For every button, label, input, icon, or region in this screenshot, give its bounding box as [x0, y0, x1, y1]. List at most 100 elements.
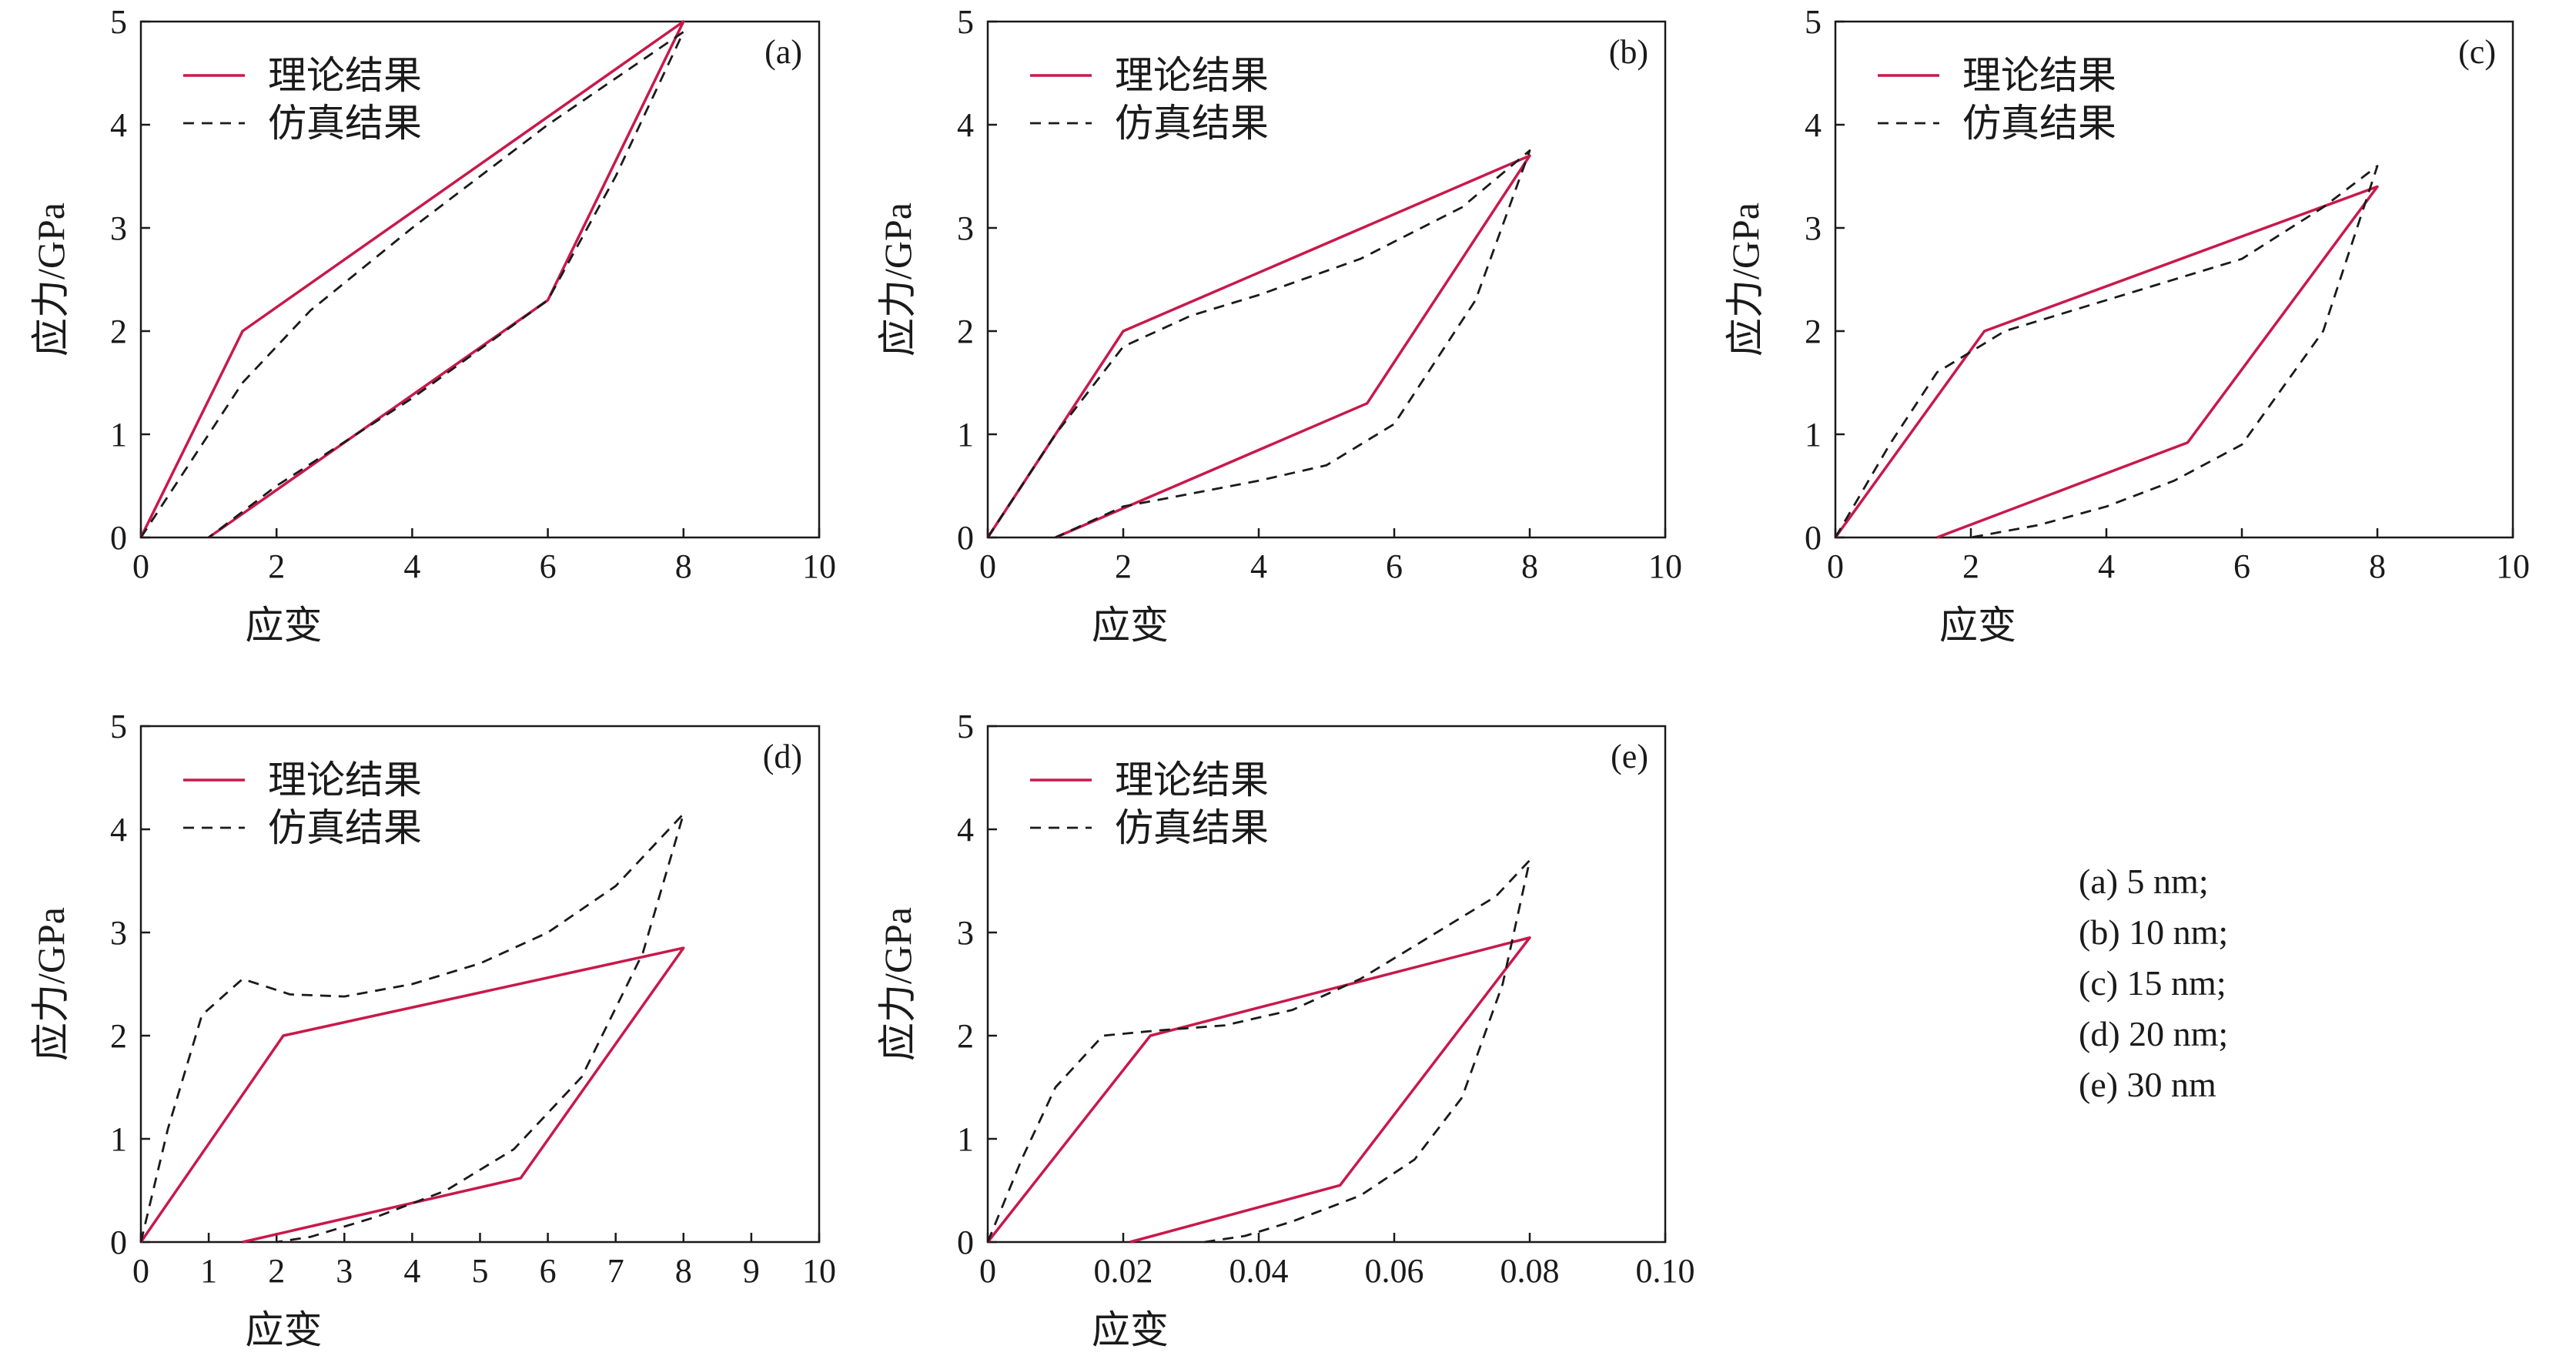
- x-tick-label: 0: [979, 547, 996, 585]
- x-tick-label: 2: [1962, 547, 1979, 585]
- plot-frame: [986, 725, 1667, 1244]
- x-tick-label: 6: [2233, 547, 2250, 585]
- y-tick-label: 4: [957, 106, 974, 144]
- y-tick-label: 0: [110, 519, 127, 557]
- x-tick-label: 6: [540, 547, 557, 585]
- x-tick-label: 2: [268, 1252, 285, 1290]
- x-tick-label: 0: [979, 1252, 996, 1290]
- y-tick-label: 3: [957, 914, 974, 952]
- y-tick-label: 2: [110, 1017, 127, 1055]
- x-axis-title: 应变: [1092, 604, 1169, 647]
- x-tick-label: 0.06: [1365, 1252, 1424, 1290]
- panel-tag: (e): [1611, 738, 1648, 775]
- panel-tag: (d): [763, 738, 802, 775]
- y-axis-title: 应力/GPa: [29, 907, 72, 1061]
- x-tick-label: 4: [403, 1252, 420, 1290]
- y-tick-label: 0: [1805, 519, 1822, 557]
- y-tick-label: 1: [957, 416, 974, 454]
- y-axis-title: 应力/GPa: [876, 907, 919, 1061]
- y-tick-label: 4: [110, 106, 127, 144]
- x-tick-label: 10: [802, 1252, 836, 1290]
- x-axis-title: 应变: [1939, 604, 2016, 647]
- y-axis-title: 应力/GPa: [876, 203, 919, 357]
- y-tick-label: 2: [957, 313, 974, 350]
- x-tick-label: 0.10: [1636, 1252, 1695, 1290]
- y-tick-label: 4: [110, 811, 127, 849]
- y-tick-label: 5: [957, 3, 974, 41]
- y-tick-label: 5: [957, 708, 974, 745]
- legend-label: 仿真结果: [1962, 102, 2116, 145]
- x-axis-title: 应变: [246, 604, 323, 647]
- legend-label: 仿真结果: [268, 102, 422, 145]
- legend-label: 理论结果: [1962, 54, 2116, 97]
- legend-label: 理论结果: [268, 54, 422, 97]
- x-tick-label: 8: [2369, 547, 2386, 585]
- x-tick-label: 6: [540, 1252, 557, 1290]
- x-tick-label: 0: [132, 547, 149, 585]
- x-tick-label: 8: [675, 1252, 692, 1290]
- legend-label: 仿真结果: [1115, 806, 1269, 849]
- x-tick-label: 2: [1115, 547, 1132, 585]
- series-line-simulation: [139, 812, 685, 1244]
- legend-label: 理论结果: [1115, 758, 1269, 802]
- series-line-theory: [986, 936, 1531, 1244]
- y-tick-label: 1: [110, 416, 127, 454]
- y-tick-label: 2: [1805, 313, 1822, 350]
- y-tick-label: 1: [110, 1120, 127, 1158]
- series-line-theory: [139, 20, 685, 539]
- y-tick-label: 5: [110, 708, 127, 745]
- x-tick-label: 8: [1521, 547, 1538, 585]
- y-tick-label: 0: [957, 1224, 974, 1261]
- x-tick-label: 10: [1648, 547, 1682, 585]
- y-tick-label: 1: [1805, 416, 1822, 454]
- x-tick-label: 6: [1386, 547, 1403, 585]
- series-line-theory: [1834, 185, 2379, 539]
- y-tick-label: 3: [957, 209, 974, 247]
- legend-label: 仿真结果: [1115, 102, 1269, 145]
- plot-frame: [139, 725, 821, 1244]
- series-line-simulation: [1834, 165, 2379, 539]
- x-tick-label: 0.02: [1094, 1252, 1153, 1290]
- panel-tag: (b): [1609, 33, 1648, 71]
- series-line-theory: [139, 946, 685, 1244]
- chart-panel: 0 0.02 0.04 0.06 0.08 0.10 0 1 2 3 4 5 应变 应力/GPa (e) 理论…: [876, 708, 1695, 1351]
- y-tick-label: 1: [957, 1120, 974, 1158]
- plot-frame: [1834, 20, 2514, 539]
- x-tick-label: 1: [200, 1252, 217, 1290]
- x-tick-label: 4: [1250, 547, 1267, 585]
- legend-label: 理论结果: [268, 758, 422, 802]
- x-tick-label: 7: [607, 1252, 624, 1290]
- x-tick-label: 3: [336, 1252, 353, 1290]
- y-axis-title: 应力/GPa: [29, 203, 72, 357]
- x-tick-label: 10: [802, 547, 836, 585]
- y-tick-label: 4: [1805, 106, 1822, 144]
- x-tick-label: 8: [675, 547, 692, 585]
- x-tick-label: 0.08: [1500, 1252, 1560, 1290]
- panel-tag: (c): [2458, 33, 2496, 71]
- series-line-simulation: [986, 149, 1531, 539]
- caption-line-c: (c) 15 nm;: [2079, 963, 2226, 1003]
- series-line-simulation: [139, 31, 685, 539]
- y-tick-label: 0: [110, 1224, 127, 1261]
- y-tick-label: 5: [110, 3, 127, 41]
- x-tick-label: 4: [2098, 547, 2115, 585]
- y-tick-label: 3: [110, 209, 127, 247]
- legend-label: 仿真结果: [268, 806, 422, 849]
- x-axis-title: 应变: [246, 1308, 323, 1351]
- caption-line-a: (a) 5 nm;: [2079, 862, 2209, 901]
- y-axis-title: 应力/GPa: [1724, 203, 1767, 357]
- x-tick-label: 9: [743, 1252, 760, 1290]
- y-tick-label: 0: [957, 519, 974, 557]
- series-line-theory: [986, 154, 1531, 539]
- y-tick-label: 3: [1805, 209, 1822, 247]
- x-tick-label: 0: [1827, 547, 1844, 585]
